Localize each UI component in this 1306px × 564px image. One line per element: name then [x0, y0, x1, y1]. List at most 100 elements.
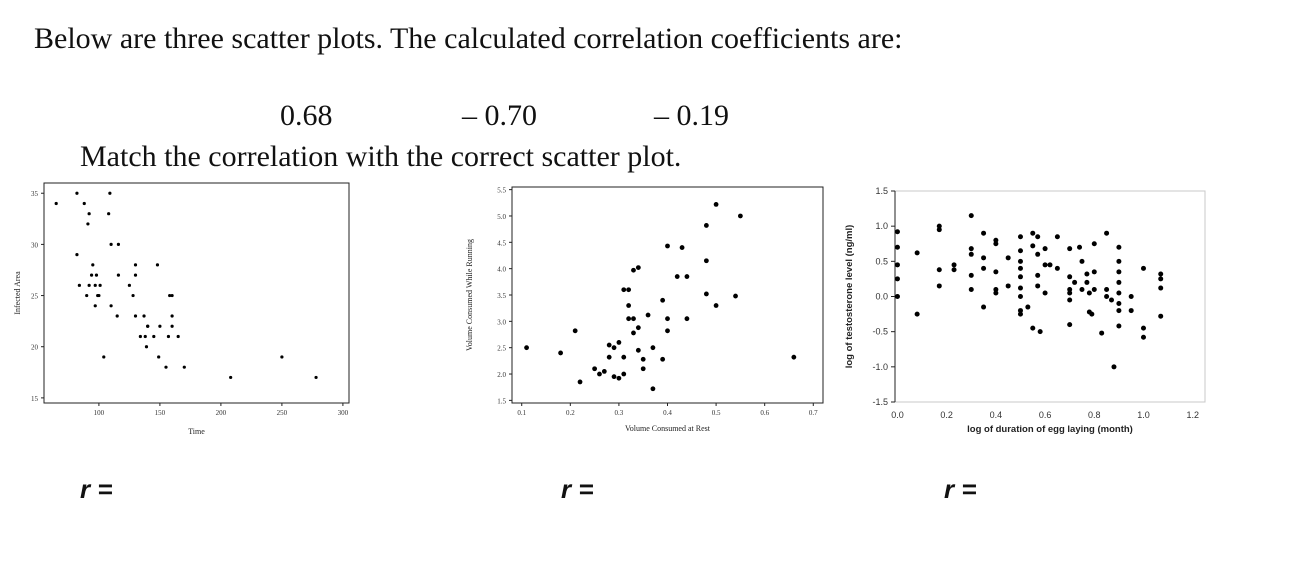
data-point [635, 265, 641, 271]
x-tick-label: 0.7 [809, 409, 818, 417]
data-point [75, 191, 79, 195]
x-tick-label: 0.6 [760, 409, 769, 417]
data-point [1035, 234, 1041, 240]
data-point [631, 330, 636, 336]
x-axis-title: log of duration of egg laying (month) [967, 424, 1133, 435]
data-point [703, 258, 709, 264]
data-point [1116, 290, 1122, 296]
data-point [606, 354, 612, 360]
data-point [665, 316, 670, 322]
y-tick-label: 1.5 [875, 186, 888, 196]
data-point [54, 201, 58, 206]
y-tick-label: 4.5 [497, 239, 506, 247]
data-point [176, 334, 180, 339]
data-point [1116, 269, 1122, 275]
data-point [1005, 283, 1011, 289]
y-tick-label: 5.5 [497, 187, 506, 195]
y-tick-label: 0.5 [875, 256, 888, 266]
data-point [98, 283, 102, 287]
y-tick-label: -1.0 [872, 362, 888, 372]
x-tick-label: 100 [94, 409, 105, 417]
y-tick-label: 3.5 [497, 292, 506, 300]
data-point [981, 304, 987, 310]
data-point [894, 244, 900, 250]
data-point [1035, 283, 1041, 289]
y-tick-label: -0.5 [872, 327, 888, 337]
question-text: Below are three scatter plots. The calcu… [34, 22, 903, 55]
instruction-text: Match the correlation with the correct s… [80, 140, 682, 173]
data-point [229, 375, 233, 380]
x-tick-label: 150 [155, 409, 166, 417]
x-tick-label: 1.0 [1137, 410, 1150, 420]
data-point [621, 287, 627, 293]
x-tick-label: 0.1 [517, 409, 526, 417]
y-tick-label: 1.0 [875, 221, 888, 231]
data-point [616, 340, 622, 345]
data-point [650, 386, 656, 392]
data-point [1099, 330, 1105, 336]
x-tick-label: 250 [277, 409, 288, 417]
data-point [894, 294, 900, 299]
data-point [1067, 290, 1073, 296]
data-point [631, 267, 636, 273]
data-point [660, 297, 666, 303]
data-point [1030, 243, 1036, 249]
y-tick-label: 5.0 [497, 213, 506, 221]
data-point [133, 263, 138, 267]
data-point [1067, 297, 1073, 303]
data-point [1140, 334, 1146, 340]
data-point [981, 265, 987, 271]
data-point [968, 286, 974, 292]
data-point [737, 213, 743, 219]
data-point [1067, 274, 1073, 280]
data-point [1116, 301, 1122, 307]
data-point [993, 290, 999, 296]
data-point [524, 345, 529, 351]
x-tick-label: 0.0 [891, 410, 904, 420]
x-tick-label: 200 [216, 409, 227, 417]
y-tick-label: 25 [31, 293, 39, 301]
plot-frame [511, 186, 824, 404]
data-point [1047, 262, 1053, 268]
data-point [1077, 244, 1083, 250]
data-point [635, 347, 641, 353]
data-point [280, 355, 284, 359]
data-point [733, 293, 738, 299]
data-point [577, 379, 583, 385]
data-point [993, 241, 999, 247]
data-point [1005, 255, 1011, 261]
data-point [164, 365, 168, 369]
data-point [951, 262, 957, 268]
data-point [75, 253, 79, 257]
data-point [993, 269, 999, 275]
data-point [170, 324, 174, 328]
data-point [1017, 285, 1023, 291]
data-point [1017, 294, 1023, 299]
data-point [86, 222, 90, 226]
data-point [626, 303, 632, 308]
data-point [981, 230, 987, 236]
data-point [1030, 325, 1036, 331]
data-point [679, 245, 685, 250]
data-point [1104, 286, 1110, 292]
data-point [1104, 294, 1110, 299]
x-axis-title: Time [188, 427, 205, 436]
data-point [914, 250, 920, 256]
data-point [87, 283, 91, 287]
data-point [91, 263, 95, 267]
data-point [1158, 313, 1164, 319]
data-point [674, 274, 680, 279]
x-tick-label: 0.4 [663, 409, 672, 417]
x-axis-title: Volume Consumed at Rest [625, 424, 711, 433]
data-point [131, 293, 135, 298]
y-tick-label: 20 [31, 344, 39, 352]
plot-frame [894, 190, 1206, 403]
data-point [635, 325, 641, 331]
data-point [1035, 251, 1041, 257]
data-point [82, 201, 86, 206]
data-point [93, 304, 97, 308]
data-point [1089, 311, 1095, 317]
data-point [1104, 230, 1110, 236]
data-point [621, 354, 627, 360]
data-point [1158, 285, 1164, 291]
